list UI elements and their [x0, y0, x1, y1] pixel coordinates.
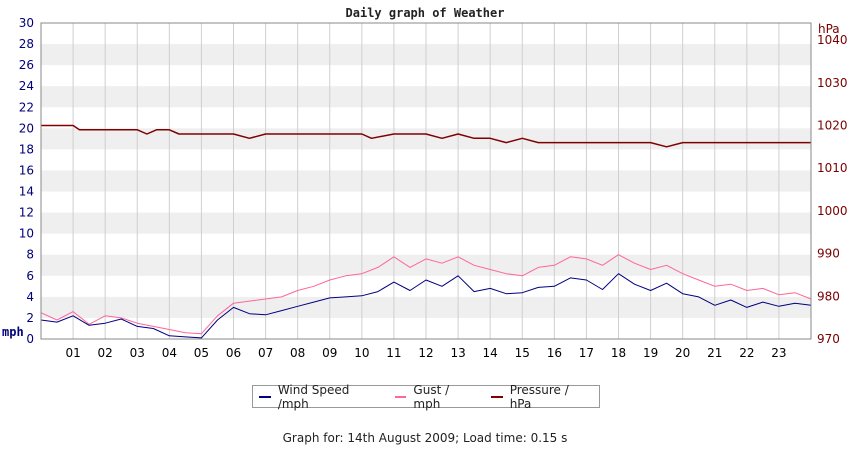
x-tick-label: 22: [739, 346, 754, 360]
left-tick-label: 2: [26, 311, 34, 325]
legend-label-gust: Gust / mph: [413, 382, 450, 411]
x-tick-label: 03: [130, 346, 145, 360]
legend-item-pressure: Pressure / hPa: [490, 382, 593, 411]
x-tick-label: 04: [162, 346, 177, 360]
right-tick-label: 970: [817, 332, 840, 346]
left-tick-label: 0: [26, 332, 34, 346]
right-axis-unit: hPa: [818, 22, 840, 36]
series-line-wind-speed-mph: [40, 273, 812, 339]
right-tick-label: 1020: [817, 118, 848, 132]
left-tick-label: 6: [26, 269, 34, 283]
left-tick-label: 16: [19, 163, 34, 177]
right-tick-label: 980: [817, 289, 840, 303]
legend-label-pressure: Pressure / hPa: [509, 382, 569, 411]
right-tick-label: 990: [817, 247, 840, 261]
right-tick-label: 1040: [817, 33, 848, 47]
x-tick-label: 15: [515, 346, 530, 360]
right-tick-label: 1000: [817, 204, 848, 218]
x-tick-label: 09: [322, 346, 337, 360]
x-tick-label: 13: [450, 346, 465, 360]
x-tick-label: 02: [98, 346, 113, 360]
x-tick-label: 21: [707, 346, 722, 360]
legend-item-wind-speed: Wind Speed /mph: [259, 383, 383, 411]
left-tick-label: 22: [19, 100, 34, 114]
legend-label-wind-speed: Wind Speed /mph: [277, 382, 350, 411]
x-tick-label: 12: [418, 346, 433, 360]
x-tick-label: 08: [290, 346, 305, 360]
x-tick-label: 10: [354, 346, 369, 360]
x-tick-label: 05: [194, 346, 209, 360]
left-tick-label: 26: [19, 58, 34, 72]
x-tick-label: 17: [579, 346, 594, 360]
left-tick-label: 18: [19, 142, 34, 156]
left-tick-label: 4: [26, 290, 34, 304]
left-tick-label: 20: [19, 121, 34, 135]
x-tick-label: 16: [547, 346, 562, 360]
legend-item-gust: Gust / mph: [394, 382, 479, 411]
left-tick-label: 30: [19, 16, 34, 30]
left-tick-label: 10: [19, 227, 34, 241]
left-axis-unit: mph: [2, 325, 24, 339]
x-tick-label: 11: [386, 346, 401, 360]
left-tick-label: 12: [19, 206, 34, 220]
x-tick-label: 01: [65, 346, 80, 360]
x-tick-label: 23: [771, 346, 786, 360]
legend-swatch-gust: [394, 395, 407, 398]
right-tick-label: 1010: [817, 161, 848, 175]
left-tick-label: 24: [19, 79, 34, 93]
x-tick-label: 06: [226, 346, 241, 360]
x-tick-label: 07: [258, 346, 273, 360]
legend-swatch-pressure: [490, 395, 503, 398]
series-line-pressure-hpa: [41, 124, 811, 148]
series-line-gust-mph: [40, 254, 812, 335]
left-tick-label: 8: [26, 248, 34, 262]
graph-footer: Graph for: 14th August 2009; Load time: …: [282, 431, 568, 445]
legend-swatch-wind-speed: [259, 395, 271, 398]
left-tick-label: 14: [19, 185, 34, 199]
x-tick-label: 19: [643, 346, 658, 360]
plot-frame: [40, 22, 812, 340]
x-tick-label: 20: [675, 346, 690, 360]
right-tick-label: 1030: [817, 76, 848, 90]
left-tick-label: 28: [19, 37, 34, 51]
x-tick-label: 18: [611, 346, 626, 360]
chart-title: Daily graph of Weather: [346, 6, 505, 20]
chart-legend: Wind Speed /mph Gust / mph Pressure / hP…: [252, 382, 600, 411]
x-tick-label: 14: [483, 346, 498, 360]
